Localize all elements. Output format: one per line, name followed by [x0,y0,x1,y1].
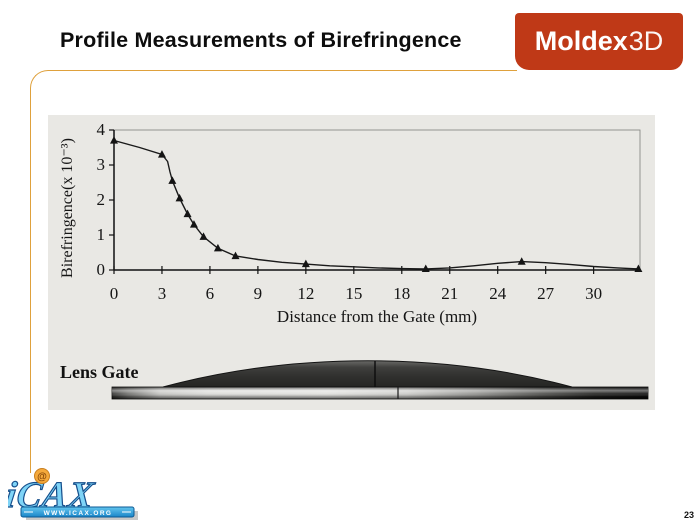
moldex3d-logo: Moldex 3D [515,13,683,70]
y-tick-label: 2 [96,190,106,209]
lens-base-bar-sheen [112,387,648,399]
y-tick-label: 4 [96,120,106,139]
x-tick-label: 6 [205,284,215,303]
data-point-marker [175,193,184,202]
data-point-marker [517,257,526,265]
data-point-marker [168,176,177,184]
icax-url-bar [20,506,135,518]
y-axis-title: Birefringence(x 10⁻³) [59,138,76,278]
page-title: Profile Measurements of Birefringence [60,28,462,52]
page-number: 23 [683,510,694,520]
x-tick-label: 21 [441,284,459,303]
lens-cross-section [111,360,649,400]
lens-gate-label: Lens Gate [60,362,139,382]
data-point-marker [110,136,118,144]
lens-dome [162,360,573,388]
x-tick-label: 12 [297,284,315,303]
icax-url-text: WWW.ICAX.ORG [44,510,113,517]
icax-at-symbol: @ [37,472,47,483]
x-axis-title: Distance from the Gate (mm) [276,307,478,326]
icax-logo: iCAX @ WWW.ICAX.ORG [2,466,140,520]
birefringence-chart [109,129,643,274]
moldex3d-logo-light-text: 3D [628,26,664,56]
data-point-marker [183,209,192,218]
y-tick-label: 1 [96,225,106,244]
data-point-marker [213,243,222,252]
data-point-marker [231,251,240,260]
x-tick-label: 27 [537,284,555,303]
x-tick-label: 0 [109,284,119,303]
data-point-marker [157,150,166,158]
series-line [113,139,639,270]
y-tick-label: 0 [96,260,106,279]
data-point-marker [421,264,430,273]
x-tick-label: 30 [585,284,603,303]
plot-border [113,129,641,271]
icax-orange-ball-icon [34,468,50,484]
x-tick-label: 15 [345,284,363,303]
data-point-marker [189,220,198,228]
x-tick-label: 18 [393,284,411,303]
x-tick-label: 24 [489,284,507,303]
y-tick-label: 3 [96,155,106,174]
x-tick-label: 9 [253,284,263,303]
moldex3d-logo-bold-text: Moldex [534,26,628,56]
data-point-marker [634,264,643,273]
x-tick-label: 3 [157,284,167,303]
data-point-marker [301,259,310,268]
data-point-marker [199,232,208,240]
